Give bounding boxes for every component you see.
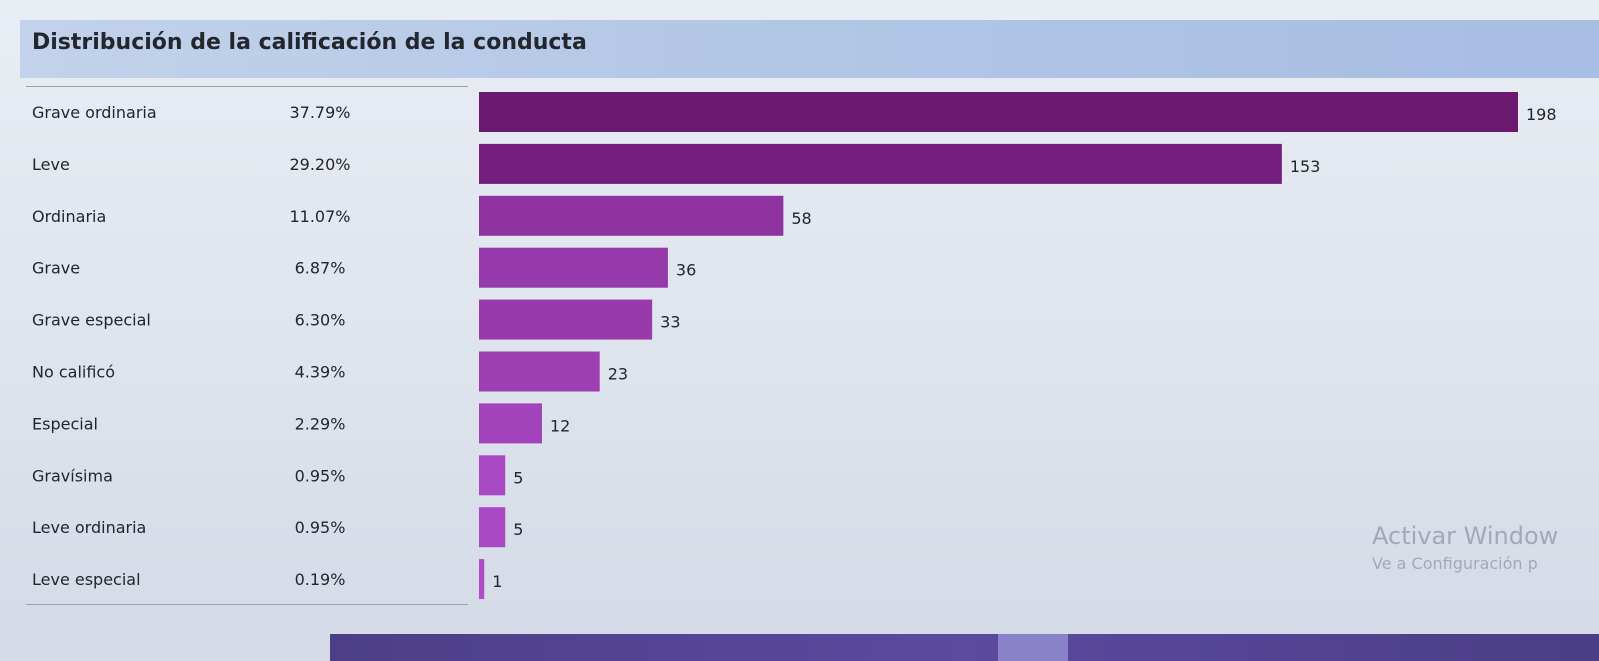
bar-value-label: 33	[660, 313, 680, 332]
percentage-label: 0.19%	[295, 570, 346, 589]
table-top-divider	[26, 86, 468, 87]
percentage-label: 4.39%	[295, 363, 346, 382]
bar[interactable]	[479, 455, 506, 496]
bar[interactable]	[479, 507, 506, 548]
category-label: Grave especial	[32, 311, 151, 330]
taskbar-active-item[interactable]	[998, 634, 1068, 661]
category-label: No calificó	[32, 363, 115, 382]
bar[interactable]	[479, 403, 542, 444]
bar[interactable]	[479, 559, 485, 600]
bar-value-label: 5	[513, 520, 523, 539]
category-label: Ordinaria	[32, 207, 106, 226]
bar-value-label: 58	[791, 209, 811, 228]
bar[interactable]	[479, 299, 653, 340]
bar[interactable]	[479, 351, 600, 392]
percentage-label: 6.30%	[295, 311, 346, 330]
bar-value-label: 1	[492, 572, 502, 591]
category-label: Especial	[32, 414, 98, 433]
table-bottom-divider	[26, 604, 468, 605]
watermark-title: Activar Window	[1372, 522, 1559, 550]
category-label: Grave ordinaria	[32, 103, 157, 122]
category-label: Leve	[32, 155, 70, 174]
category-label: Gravísima	[32, 466, 113, 485]
chart-header-bar	[20, 20, 1599, 78]
bar-value-label: 36	[676, 261, 696, 280]
percentage-label: 2.29%	[295, 414, 346, 433]
taskbar	[330, 634, 1599, 661]
percentage-label: 0.95%	[295, 518, 346, 537]
category-label: Grave	[32, 259, 80, 278]
percentage-label: 0.95%	[295, 466, 346, 485]
bar[interactable]	[479, 195, 784, 236]
percentage-label: 6.87%	[295, 259, 346, 278]
percentage-label: 29.20%	[289, 155, 350, 174]
bar-value-label: 5	[513, 468, 523, 487]
bar-value-label: 23	[608, 365, 628, 384]
bar-value-label: 12	[550, 416, 570, 435]
percentage-label: 11.07%	[289, 207, 350, 226]
watermark-subtitle: Ve a Configuración p	[1372, 554, 1538, 573]
windows-activation-watermark: Activar Window Ve a Configuración p	[1372, 522, 1558, 573]
bar[interactable]	[479, 247, 668, 288]
category-label: Leve especial	[32, 570, 141, 589]
category-label: Leve ordinaria	[32, 518, 146, 537]
percentage-label: 37.79%	[289, 103, 350, 122]
bar-value-label: 198	[1526, 105, 1557, 124]
bar[interactable]	[479, 92, 1518, 132]
bar[interactable]	[479, 143, 1282, 184]
chart-title: Distribución de la calificación de la co…	[32, 30, 587, 55]
bar-value-label: 153	[1290, 157, 1321, 176]
